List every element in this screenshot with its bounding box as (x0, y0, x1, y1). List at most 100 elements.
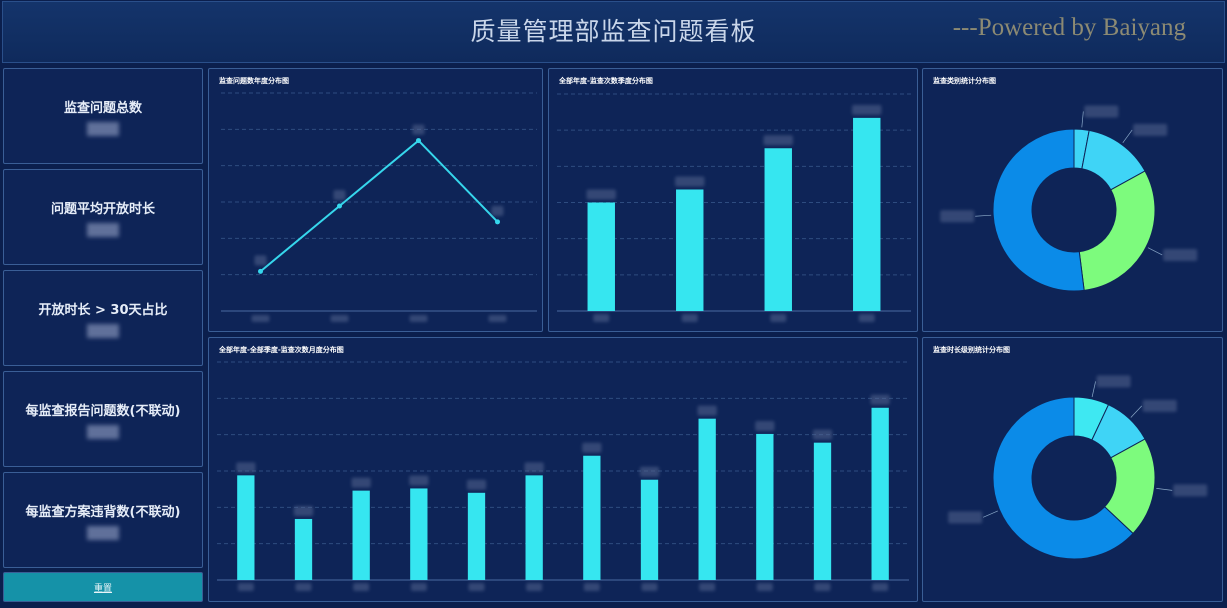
data-label-blurred (410, 583, 427, 591)
data-label-blurred (468, 583, 485, 591)
powered-by-credit: ---Powered by Baiyang (952, 14, 1186, 41)
leader-line (1091, 381, 1096, 398)
data-label-blurred (330, 315, 349, 322)
data-label-blurred (852, 104, 882, 115)
dashboard-header: 质量管理部监查问题看板 ---Powered by Baiyang (2, 1, 1225, 63)
kpi-label: 问题平均开放时长 (50, 202, 155, 217)
data-label-blurred (466, 479, 487, 490)
data-label-blurred (1084, 105, 1119, 118)
data-label-blurred (1096, 375, 1131, 388)
data-label-blurred (1142, 399, 1177, 412)
leader-line (1130, 405, 1143, 418)
bar (813, 442, 832, 580)
page-title: 质量管理部监查问题看板 (470, 17, 757, 46)
data-label-blurred (237, 583, 254, 591)
data-label-blurred (524, 462, 544, 473)
chart-panel-yearly-issues: 监查问题数年度分布图 (208, 68, 543, 332)
bar (756, 433, 774, 580)
kpi-label: 每监查方案违背数(不联动) (25, 505, 181, 520)
series-line (259, 139, 499, 273)
leader-line (975, 214, 992, 217)
data-label-blurred (333, 189, 346, 200)
data-point (258, 268, 263, 274)
data-label-blurred (295, 583, 312, 591)
bar (698, 418, 716, 580)
kpi-card-total-issues: 监查问题总数 (3, 68, 203, 164)
chart-title: 监查类别统计分布图 (933, 77, 996, 85)
leader-line (1156, 488, 1173, 491)
kpi-value-blurred (87, 122, 119, 136)
data-label-blurred (1173, 484, 1208, 497)
bar (871, 407, 889, 580)
chart-panel-quarterly-audits: 全部年度-监查次数季度分布图 (548, 68, 918, 332)
reset-button[interactable]: 重置 (3, 572, 203, 602)
data-label-blurred (940, 210, 975, 223)
data-label-blurred (293, 505, 314, 516)
data-label-blurred (236, 462, 256, 473)
bar (764, 148, 792, 311)
kpi-label: 开放时长 > 30天占比 (38, 303, 168, 318)
data-label-blurred (251, 315, 270, 322)
donut-chart (940, 105, 1198, 292)
data-label-blurred (872, 583, 889, 591)
bar (676, 189, 704, 311)
data-label-blurred (488, 315, 507, 322)
kpi-card-open-over-30-ratio: 开放时长 > 30天占比 (3, 270, 203, 366)
data-label-blurred (756, 583, 773, 591)
data-label-blurred (948, 511, 983, 524)
leader-line (983, 510, 998, 518)
donut-slice (992, 396, 1134, 560)
data-label-blurred (770, 314, 787, 322)
data-label-blurred (583, 583, 600, 591)
bar-chart (557, 93, 911, 322)
kpi-value-blurred (87, 425, 119, 439)
bar-chart (217, 361, 909, 591)
bar (525, 475, 543, 580)
data-label-blurred (681, 314, 698, 322)
bar (583, 455, 601, 580)
data-label-blurred (593, 314, 610, 322)
line-chart (221, 92, 537, 322)
chart-panel-audit-category: 监查类别统计分布图 (922, 68, 1223, 332)
kpi-value-blurred (87, 526, 119, 540)
kpi-card-deviations-per-protocol: 每监查方案违背数(不联动) (3, 472, 203, 568)
donut-slice (1078, 170, 1156, 291)
data-label-blurred (699, 583, 716, 591)
data-label-blurred (586, 189, 616, 200)
kpi-value-blurred (87, 324, 119, 338)
data-point (495, 219, 500, 225)
data-label-blurred (858, 314, 875, 322)
chart-panel-monthly-audits: 全部年度-全部季度-监查次数月度分布图 (208, 337, 918, 602)
data-point (416, 138, 421, 144)
leader-line (1122, 129, 1133, 144)
data-point (337, 203, 342, 209)
kpi-card-avg-open-duration: 问题平均开放时长 (3, 169, 203, 265)
data-label-blurred (1133, 123, 1168, 136)
data-label-blurred (814, 583, 831, 591)
data-label-blurred (491, 205, 504, 216)
data-label-blurred (1163, 248, 1198, 261)
data-label-blurred (582, 442, 602, 453)
kpi-card-issues-per-report: 每监查报告问题数(不联动) (3, 371, 203, 467)
data-label-blurred (351, 477, 371, 488)
leader-line (1081, 111, 1084, 128)
kpi-label: 监查问题总数 (63, 101, 142, 116)
data-label-blurred (639, 466, 660, 477)
data-label-blurred (526, 583, 543, 591)
kpi-value-blurred (87, 223, 119, 237)
donut-slice (992, 128, 1085, 292)
data-label-blurred (697, 405, 717, 416)
chart-title: 全部年度-全部季度-监查次数月度分布图 (219, 346, 344, 354)
leader-line (1147, 247, 1163, 256)
data-label-blurred (353, 583, 370, 591)
data-label-blurred (675, 176, 705, 187)
bar (294, 518, 313, 580)
chart-title: 监查问题数年度分布图 (219, 77, 289, 85)
bar (467, 492, 486, 580)
data-label-blurred (870, 394, 890, 405)
data-label-blurred (755, 420, 775, 431)
data-label-blurred (641, 583, 658, 591)
bar (237, 475, 255, 580)
chart-title: 全部年度-监查次数季度分布图 (559, 77, 653, 85)
chart-title: 监查时长级别统计分布图 (933, 346, 1010, 354)
